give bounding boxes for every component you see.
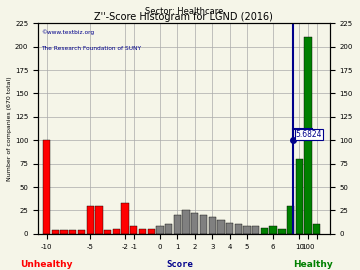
- Y-axis label: Number of companies (670 total): Number of companies (670 total): [7, 76, 12, 181]
- Bar: [69, 230, 76, 234]
- Bar: [78, 230, 85, 234]
- Text: Sector: Healthcare: Sector: Healthcare: [145, 7, 223, 16]
- Bar: [235, 224, 242, 234]
- Bar: [156, 226, 164, 234]
- Bar: [95, 206, 103, 234]
- Bar: [287, 206, 294, 234]
- Bar: [43, 140, 50, 234]
- Bar: [86, 206, 94, 234]
- Text: ©www.textbiz.org: ©www.textbiz.org: [41, 29, 94, 35]
- Text: Healthy: Healthy: [293, 260, 333, 269]
- Bar: [243, 226, 251, 234]
- Title: Z''-Score Histogram for LGND (2016): Z''-Score Histogram for LGND (2016): [94, 12, 273, 22]
- Bar: [313, 224, 320, 234]
- Text: Score: Score: [167, 260, 193, 269]
- Text: The Research Foundation of SUNY: The Research Foundation of SUNY: [41, 46, 141, 51]
- Bar: [296, 159, 303, 234]
- Bar: [113, 229, 120, 234]
- Text: 5.6824: 5.6824: [296, 130, 322, 139]
- Bar: [183, 210, 190, 234]
- Bar: [165, 224, 172, 234]
- Bar: [130, 226, 138, 234]
- Text: Unhealthy: Unhealthy: [21, 260, 73, 269]
- Bar: [148, 229, 155, 234]
- Bar: [304, 37, 312, 234]
- Bar: [278, 229, 285, 234]
- Bar: [200, 215, 207, 234]
- Bar: [104, 230, 111, 234]
- Bar: [226, 222, 233, 234]
- Bar: [217, 220, 225, 234]
- Bar: [252, 226, 260, 234]
- Bar: [60, 230, 68, 234]
- Bar: [208, 217, 216, 234]
- Bar: [270, 226, 277, 234]
- Bar: [191, 213, 198, 234]
- Bar: [174, 215, 181, 234]
- Bar: [139, 229, 146, 234]
- Bar: [121, 203, 129, 234]
- Bar: [52, 230, 59, 234]
- Bar: [261, 228, 268, 234]
